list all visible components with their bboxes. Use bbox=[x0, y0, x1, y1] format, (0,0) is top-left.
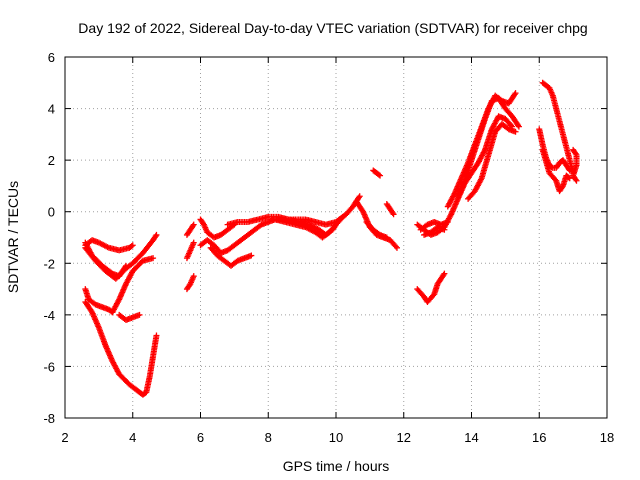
data-point bbox=[190, 239, 197, 246]
x-tick-label: 10 bbox=[329, 430, 343, 445]
data-marks bbox=[82, 79, 580, 398]
y-tick-label: 2 bbox=[48, 153, 55, 168]
data-point bbox=[248, 252, 255, 259]
data-point bbox=[440, 271, 447, 278]
chart-title: Day 192 of 2022, Sidereal Day-to-day VTE… bbox=[78, 20, 587, 36]
y-tick-label: 6 bbox=[48, 50, 55, 65]
data-point bbox=[109, 309, 116, 316]
data-point bbox=[511, 91, 518, 98]
x-tick-label: 14 bbox=[464, 430, 478, 445]
data-point bbox=[128, 243, 135, 250]
data-point bbox=[444, 219, 451, 226]
data-point bbox=[383, 234, 390, 241]
data-point bbox=[339, 213, 346, 220]
data-point bbox=[122, 262, 129, 269]
data-point bbox=[573, 177, 580, 184]
data-point bbox=[122, 264, 129, 271]
plot-frame bbox=[64, 56, 608, 419]
data-point bbox=[512, 128, 519, 135]
data-point bbox=[509, 123, 516, 130]
data-point bbox=[441, 226, 448, 233]
y-axis-label: SDTVAR / TECUs bbox=[5, 181, 21, 293]
y-tick-label: -8 bbox=[43, 411, 55, 426]
data-point bbox=[129, 242, 136, 249]
data-point bbox=[390, 211, 397, 218]
data-point bbox=[393, 244, 400, 251]
data-point bbox=[565, 166, 572, 173]
data-point bbox=[565, 174, 572, 181]
x-tick-label: 6 bbox=[197, 430, 204, 445]
x-tick-label: 4 bbox=[129, 430, 136, 445]
x-tick-label: 8 bbox=[265, 430, 272, 445]
x-tick-label: 18 bbox=[600, 430, 614, 445]
data-point bbox=[392, 243, 399, 250]
data-point bbox=[152, 233, 159, 240]
data-point bbox=[190, 221, 197, 228]
data-point bbox=[338, 215, 345, 222]
data-point bbox=[572, 176, 579, 183]
data-point bbox=[572, 150, 579, 157]
data-point bbox=[559, 184, 566, 191]
data-point bbox=[153, 231, 160, 238]
y-tick-label: 4 bbox=[48, 102, 55, 117]
y-tick-label: -2 bbox=[43, 256, 55, 271]
data-point bbox=[153, 332, 160, 339]
y-tick-label: 0 bbox=[48, 205, 55, 220]
data-point bbox=[375, 171, 382, 178]
x-tick-label: 12 bbox=[397, 430, 411, 445]
data-point bbox=[356, 193, 363, 200]
data-point bbox=[189, 222, 196, 229]
data-point bbox=[355, 194, 362, 201]
data-point bbox=[150, 255, 157, 262]
y-tick-label: -6 bbox=[43, 359, 55, 374]
data-point bbox=[377, 172, 384, 179]
y-tick-label: -4 bbox=[43, 308, 55, 323]
data-point bbox=[136, 311, 143, 318]
x-tick-label: 2 bbox=[61, 430, 68, 445]
data-point bbox=[190, 273, 197, 280]
data-point bbox=[566, 175, 573, 182]
data-point bbox=[512, 90, 519, 97]
data-point bbox=[566, 167, 573, 174]
data-point bbox=[389, 210, 396, 217]
x-tick-label: 16 bbox=[532, 430, 546, 445]
data-point bbox=[515, 123, 522, 130]
data-point bbox=[108, 308, 115, 315]
tick-labels: 2 4 6 8 10 12 14 16 18 -8 -6 -4 -2 0 2 4 6 bbox=[43, 50, 614, 445]
grid bbox=[65, 57, 607, 418]
data-point bbox=[441, 270, 448, 277]
x-axis-label: GPS time / hours bbox=[283, 458, 390, 474]
data-point bbox=[515, 122, 522, 129]
